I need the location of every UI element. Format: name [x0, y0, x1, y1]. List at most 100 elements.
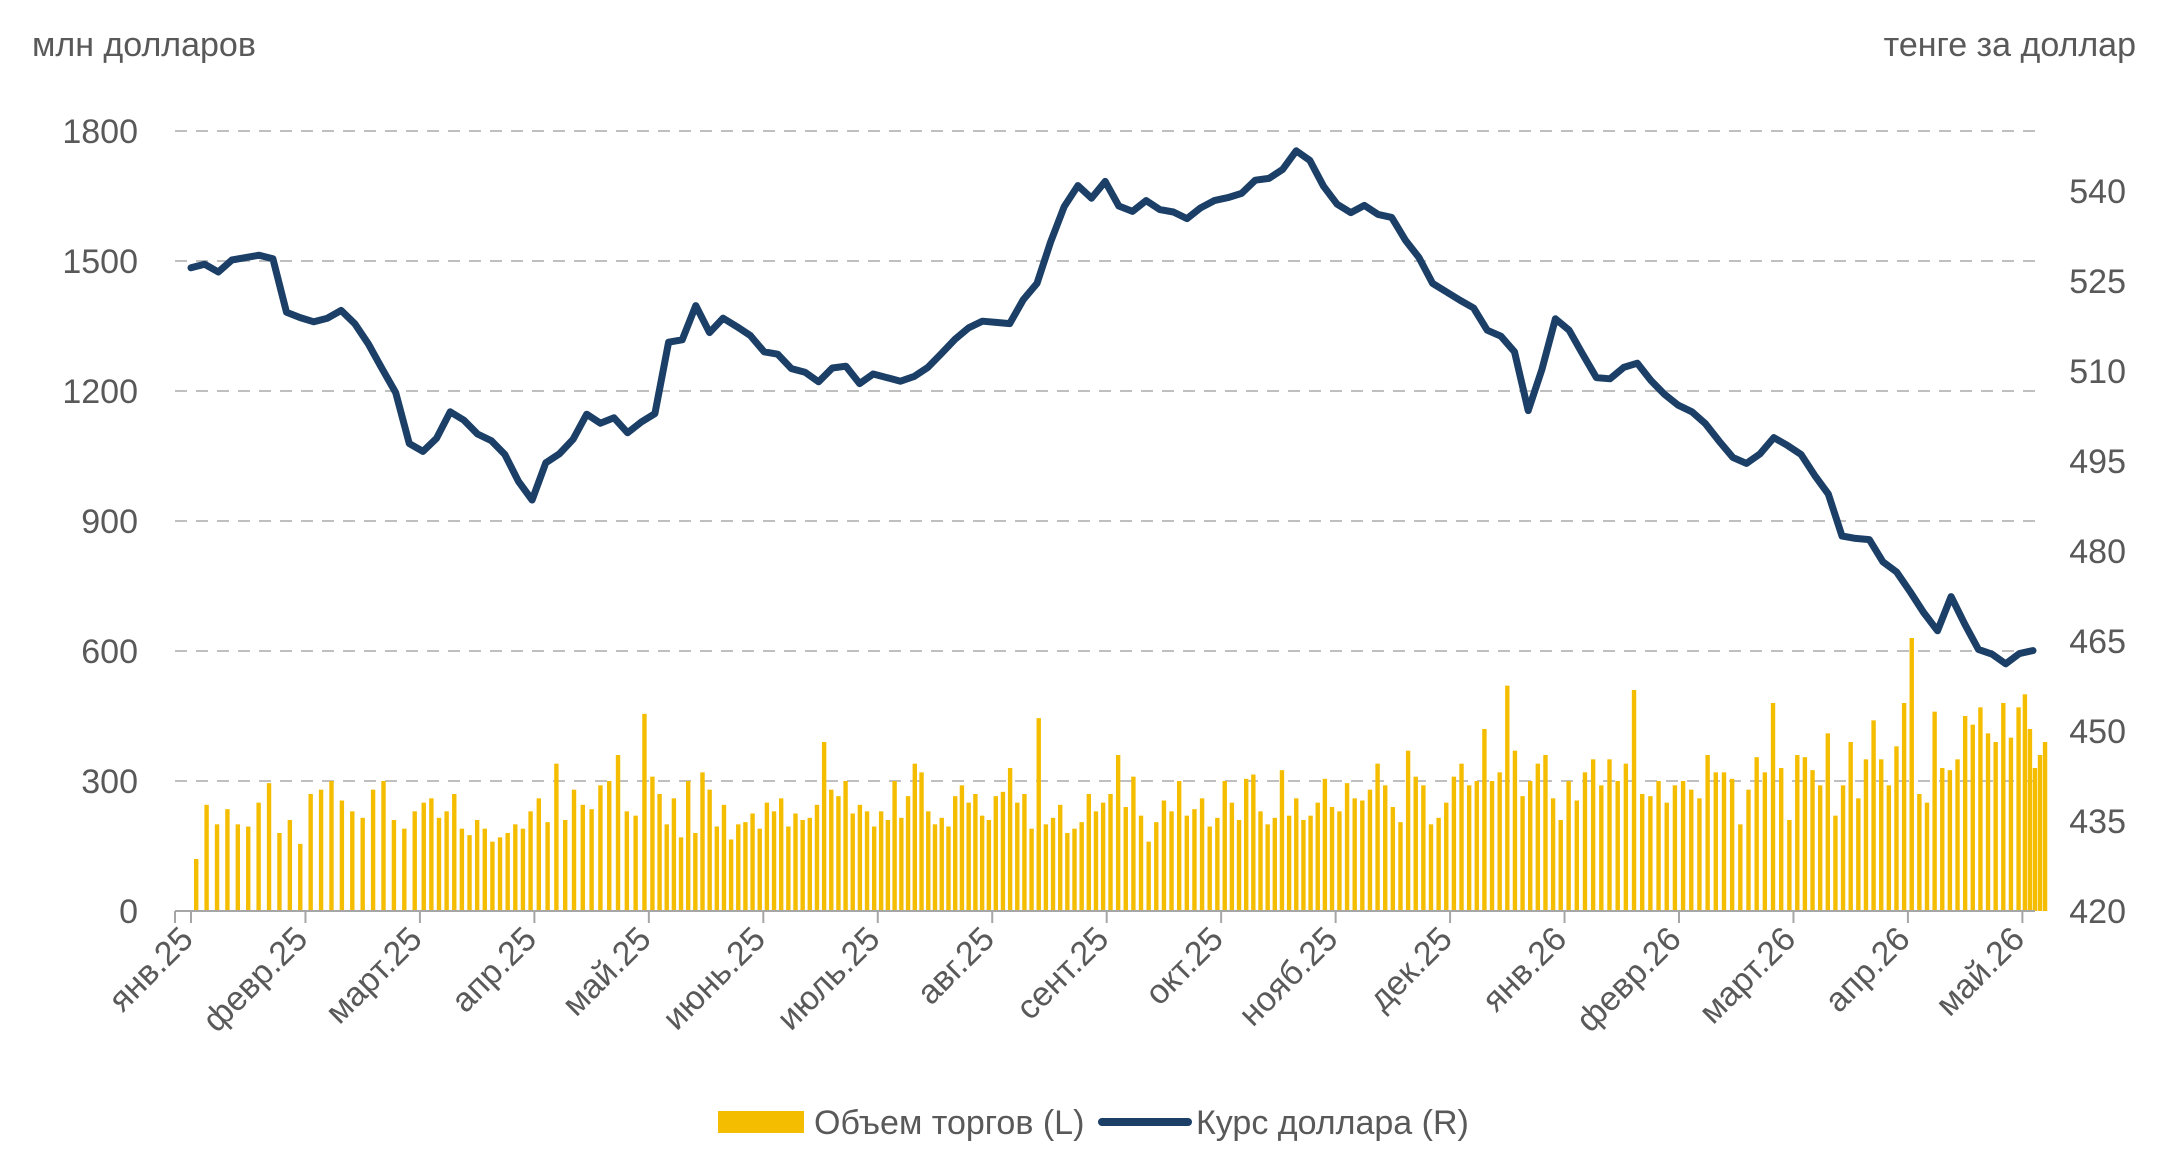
- volume-bar: [1176, 781, 1182, 911]
- volume-bar: [1131, 776, 1136, 911]
- volume-bar: [979, 815, 985, 911]
- x-tick-label: янв.25: [101, 920, 200, 1019]
- volume-bar: [1962, 716, 1968, 911]
- volume-bar: [1848, 742, 1853, 911]
- right-tick-label: 420: [2069, 893, 2126, 931]
- volume-bar: [1029, 828, 1034, 911]
- volume-bar: [235, 824, 241, 911]
- volume-bar: [1428, 824, 1434, 911]
- volume-bar: [607, 781, 612, 911]
- volume-bar: [497, 837, 503, 911]
- volume-bar: [520, 828, 526, 911]
- volume-bar: [1138, 815, 1144, 911]
- volume-bar: [1086, 794, 1092, 911]
- volume-bar: [1894, 746, 1899, 911]
- volume-bar: [693, 833, 698, 911]
- volume-bar: [912, 763, 918, 911]
- volume-bar: [598, 785, 603, 911]
- volume-bar: [1390, 807, 1396, 911]
- legend-label-rate: Курс доллара (R): [1196, 1104, 1469, 1142]
- volume-bar: [885, 820, 891, 911]
- volume-bar: [1993, 742, 1998, 911]
- volume-bar: [1474, 781, 1479, 911]
- left-tick-label: 900: [81, 503, 138, 541]
- volume-bar: [545, 822, 550, 911]
- volume-bar: [750, 813, 755, 911]
- volume-bar: [1985, 733, 1991, 911]
- volume-bar: [1413, 776, 1418, 911]
- volume-bar: [1337, 811, 1342, 911]
- volume-bar: [1574, 800, 1580, 911]
- volume-bar: [528, 811, 533, 911]
- volume-bar: [946, 826, 951, 911]
- volume-bar: [1566, 781, 1571, 911]
- volume-bar: [1795, 755, 1800, 911]
- volume-bar: [580, 804, 586, 911]
- volume-bar: [1251, 774, 1256, 911]
- volume-bar: [1352, 798, 1357, 911]
- volume-bar: [1590, 759, 1596, 911]
- volume-bar: [1802, 757, 1808, 911]
- left-axis-title: млн долларов: [32, 26, 256, 64]
- volume-bar: [225, 809, 230, 911]
- volume-bar: [1582, 772, 1588, 911]
- volume-bar: [986, 820, 992, 911]
- volume-bar: [633, 815, 638, 911]
- volume-bar: [246, 826, 251, 911]
- volume-bar: [685, 781, 691, 911]
- volume-bar: [1243, 778, 1249, 911]
- volume-bar: [1879, 759, 1884, 911]
- volume-bar: [1123, 807, 1128, 911]
- x-tick-label: февр.25: [196, 920, 316, 1040]
- volume-bar: [678, 837, 684, 911]
- volume-bar: [412, 811, 417, 911]
- volume-bar: [1315, 802, 1320, 911]
- volume-bar: [899, 817, 904, 911]
- volume-bar: [1093, 811, 1099, 911]
- volume-bar: [650, 776, 655, 911]
- volume-bar: [864, 811, 870, 911]
- x-tick-label: март.25: [318, 920, 429, 1031]
- volume-bar: [1901, 703, 1907, 911]
- volume-bar: [1738, 824, 1743, 911]
- volume-bar: [1713, 772, 1718, 911]
- volume-bar: [1229, 802, 1235, 911]
- volume-bar: [1909, 638, 1914, 911]
- x-tick-label: май.26: [1928, 920, 2032, 1024]
- right-tick-label: 525: [2069, 263, 2126, 301]
- volume-bar: [1640, 794, 1645, 911]
- x-tick-label: дек.25: [1362, 920, 1460, 1018]
- x-tick-label: авг.25: [910, 920, 1002, 1012]
- volume-bar: [1222, 781, 1227, 911]
- volume-bar: [571, 789, 577, 911]
- volume-bar: [1886, 785, 1892, 911]
- volume-bar: [1672, 785, 1678, 911]
- volume-bar: [657, 794, 662, 911]
- volume-bar: [1550, 798, 1556, 911]
- volume-bar: [905, 796, 911, 911]
- volume-bar: [1421, 785, 1426, 911]
- volume-bar: [1466, 785, 1472, 911]
- volume-bar: [1817, 785, 1823, 911]
- x-tick-label: май.25: [555, 920, 659, 1024]
- volume-bar: [728, 839, 734, 911]
- volume-bar: [1505, 685, 1510, 911]
- volume-bar: [1924, 802, 1930, 911]
- volume-bar: [266, 783, 272, 911]
- volume-bar: [1535, 763, 1541, 911]
- volume-bar: [821, 742, 827, 911]
- volume-bar: [1697, 798, 1702, 911]
- volume-bar: [381, 781, 386, 911]
- volume-bar: [1215, 817, 1220, 911]
- right-tick-label: 465: [2069, 623, 2126, 661]
- x-tick-label: март.26: [1692, 920, 1803, 1031]
- volume-bar: [615, 755, 621, 911]
- x-tick-label: февр.26: [1569, 920, 1689, 1040]
- volume-bar: [256, 802, 261, 911]
- left-tick-label: 1500: [62, 243, 138, 281]
- volume-bar: [1955, 759, 1960, 911]
- volume-bar: [707, 789, 712, 911]
- volume-bar: [308, 794, 313, 911]
- volume-bar: [1169, 811, 1174, 911]
